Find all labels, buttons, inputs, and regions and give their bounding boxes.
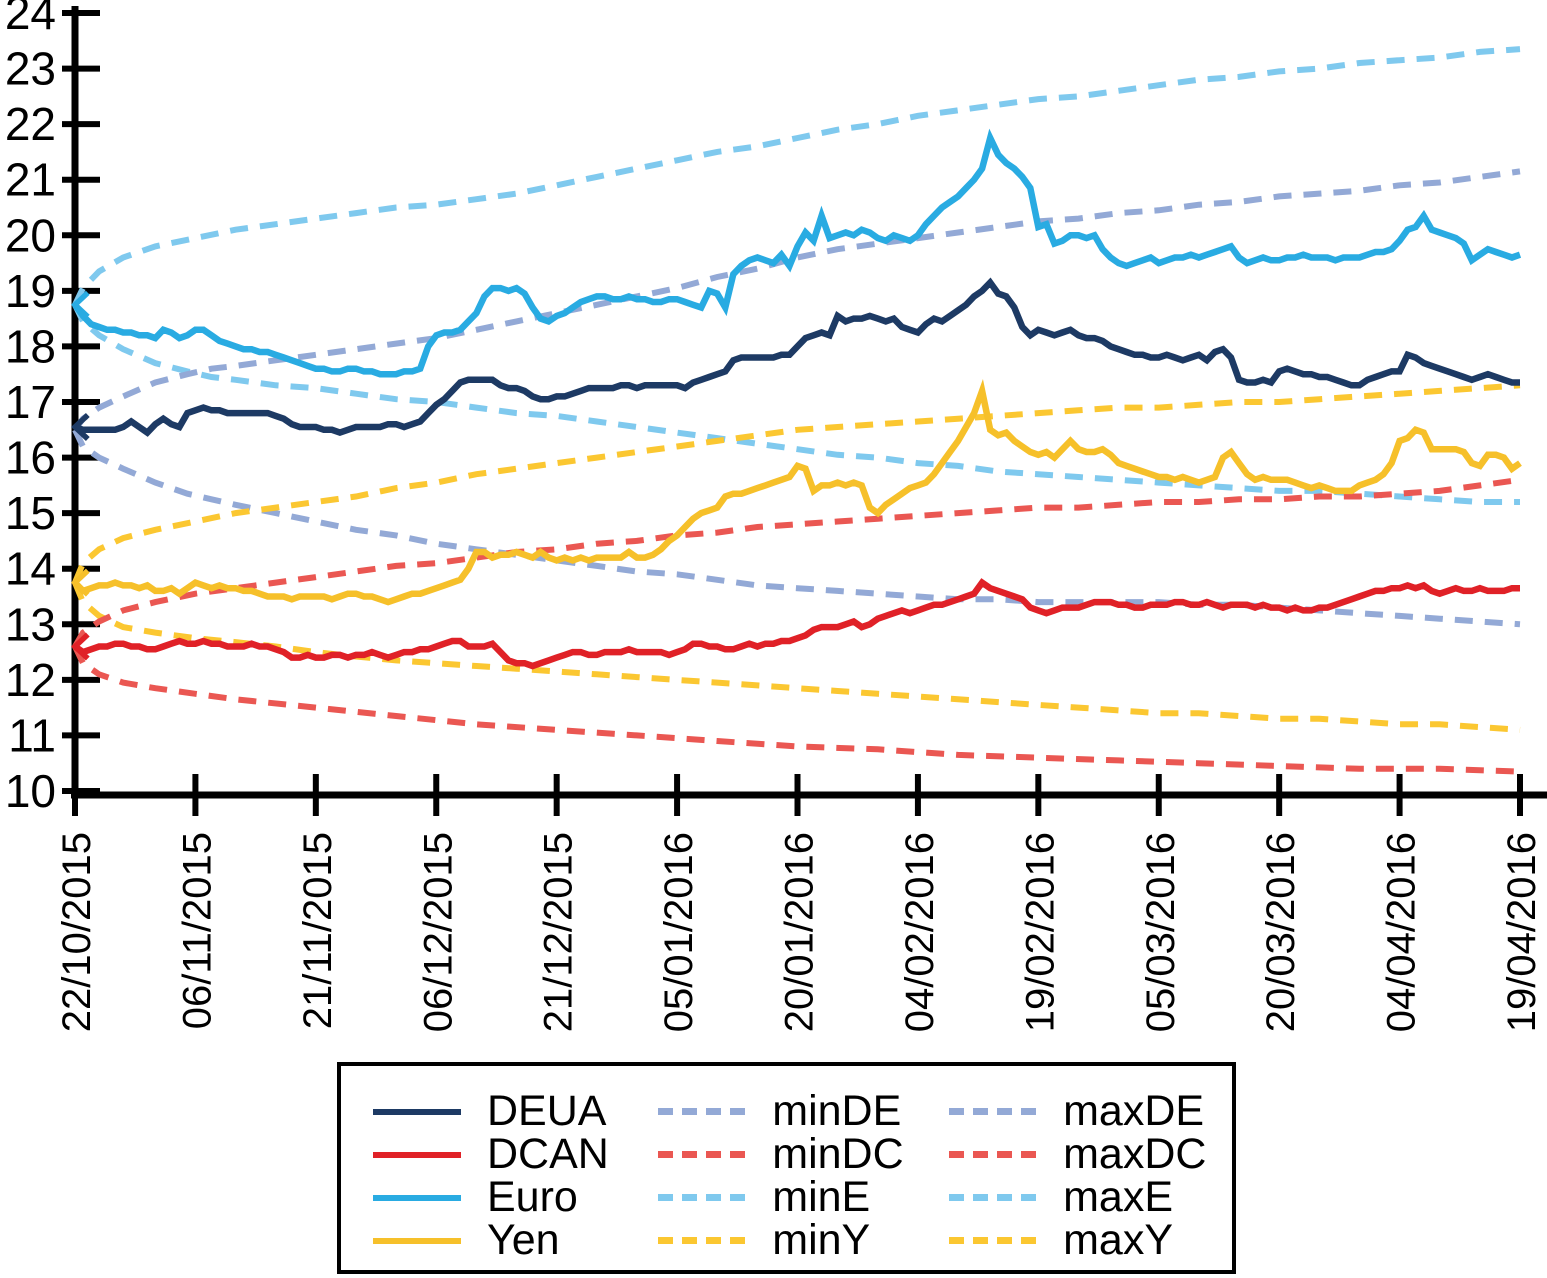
legend-label-maxY: maxY — [1063, 1216, 1174, 1264]
series-DEUA-line — [73, 277, 1520, 437]
x-tick-label: 05/03/2016 — [1139, 832, 1183, 1032]
y-tick-label: 23 — [5, 43, 56, 95]
series-minE-line — [72, 303, 1520, 505]
y-tick-label: 21 — [5, 154, 56, 206]
series-maxE-line — [72, 46, 1521, 307]
legend-swatch-Yen — [373, 1237, 461, 1244]
series-Yen-line — [72, 378, 1522, 606]
legend-label-DEUA: DEUA — [487, 1087, 607, 1135]
series-minDC-line — [72, 645, 1521, 775]
legend-swatch-minE — [658, 1194, 747, 1201]
x-tick-label: 06/11/2015 — [175, 832, 219, 1029]
x-tick-label: 21/11/2015 — [296, 832, 340, 1029]
x-tick-label: 19/04/2016 — [1500, 832, 1544, 1032]
y-tick-label: 20 — [5, 209, 56, 261]
series-Euro-line — [72, 128, 1522, 378]
y-tick-label: 19 — [5, 265, 56, 317]
series-DCAN-line — [73, 578, 1520, 670]
legend-label-maxDC: maxDC — [1063, 1130, 1207, 1178]
x-tick-label: 21/12/2015 — [537, 832, 581, 1032]
series-DCAN-start-caret — [70, 632, 90, 661]
legend-label-Euro: Euro — [487, 1173, 578, 1221]
legend-label-minE: minE — [772, 1173, 871, 1221]
legend-label-minDC: minDC — [772, 1130, 904, 1178]
x-tick-label: 20/03/2016 — [1259, 832, 1303, 1032]
x-tick-label: 04/02/2016 — [898, 832, 942, 1032]
y-tick-label: 24 — [5, 0, 56, 39]
x-tick-label: 20/01/2016 — [778, 832, 822, 1032]
legend-swatch-minY — [658, 1237, 747, 1244]
legend-swatch-minDE — [658, 1108, 747, 1115]
legend: DEUA minDE maxDE DCAN minDC maxDC Euro minE maxE… — [337, 1062, 1236, 1274]
legend-item-minDE: minDE — [658, 1090, 949, 1133]
legend-item-minDC: minDC — [658, 1133, 949, 1176]
legend-item-DEUA: DEUA — [373, 1090, 658, 1133]
x-tick-label: 05/01/2016 — [657, 832, 701, 1032]
legend-swatch-DCAN — [373, 1151, 461, 1158]
series-Euro-start-caret — [70, 290, 90, 319]
y-tick-label: 12 — [5, 654, 56, 706]
legend-item-DCAN: DCAN — [373, 1133, 658, 1176]
x-tick-label: 19/02/2016 — [1018, 832, 1062, 1032]
legend-item-maxE: maxE — [949, 1176, 1212, 1219]
legend-item-maxDC: maxDC — [949, 1133, 1212, 1176]
legend-swatch-minDC — [658, 1151, 747, 1158]
series-DEUA-start-caret — [70, 412, 90, 442]
legend-item-maxDE: maxDE — [949, 1090, 1212, 1133]
legend-label-maxDE: maxDE — [1063, 1087, 1205, 1135]
series-Yen-start-caret — [70, 568, 90, 597]
series-minDE-line — [72, 428, 1521, 628]
legend-swatch-Euro — [373, 1194, 461, 1201]
y-tick-label: 14 — [5, 543, 56, 595]
legend-swatch-maxDC — [949, 1151, 1038, 1158]
series-maxDC-line — [72, 476, 1521, 648]
y-tick-label: 11 — [8, 709, 56, 761]
legend-label-minY: minY — [772, 1216, 871, 1264]
legend-item-Euro: Euro — [373, 1176, 658, 1219]
y-tick-label: 18 — [5, 320, 56, 372]
series-maxY-line — [72, 382, 1521, 584]
x-tick-label: 06/12/2015 — [416, 832, 460, 1032]
legend-item-Yen: Yen — [373, 1219, 658, 1262]
legend-item-minY: minY — [658, 1219, 949, 1262]
series-maxDE-line — [72, 168, 1521, 432]
legend-item-minE: minE — [658, 1176, 949, 1219]
y-tick-label: 15 — [5, 487, 56, 539]
legend-label-minDE: minDE — [772, 1087, 902, 1135]
y-tick-label: 13 — [5, 598, 56, 650]
legend-swatch-maxDE — [949, 1108, 1038, 1115]
x-tick-label: 22/10/2015 — [55, 832, 99, 1032]
y-tick-label: 10 — [5, 765, 56, 817]
legend-label-DCAN: DCAN — [487, 1130, 609, 1178]
legend-swatch-DEUA — [373, 1108, 461, 1115]
legend-label-Yen: Yen — [487, 1216, 560, 1264]
legend-swatch-maxE — [949, 1194, 1038, 1201]
legend-item-maxY: maxY — [949, 1219, 1212, 1262]
y-tick-label: 22 — [5, 98, 56, 150]
legend-swatch-maxY — [949, 1237, 1038, 1244]
x-tick-label: 04/04/2016 — [1380, 832, 1424, 1032]
y-tick-label: 16 — [5, 432, 56, 484]
legend-label-maxE: maxE — [1063, 1173, 1174, 1221]
y-tick-label: 17 — [5, 376, 56, 428]
